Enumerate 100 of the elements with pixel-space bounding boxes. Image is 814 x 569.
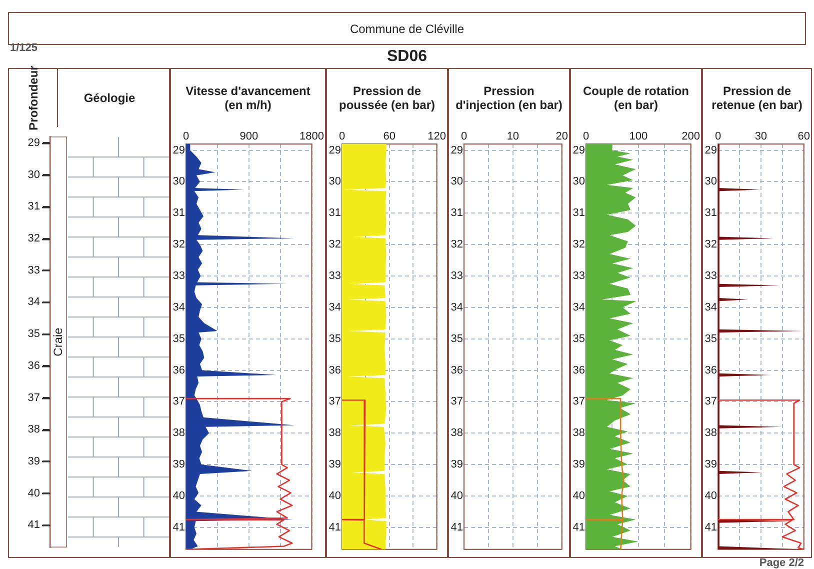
x-tick-label: 30 [754, 130, 768, 142]
y-tick-label: 34 [704, 301, 717, 314]
y-tick-label: 35 [572, 332, 585, 345]
y-tick-label: 38 [450, 427, 463, 440]
y-tick-label: 33 [572, 270, 585, 282]
y-tick-label: 34 [328, 301, 341, 314]
y-tick-label: 33 [28, 264, 40, 276]
chart-title: Pression de retenue (en bar) [710, 83, 804, 114]
y-tick-label: 40 [328, 490, 341, 502]
x-tick-label: 0 [182, 130, 190, 142]
y-tick-label: 36 [328, 364, 341, 376]
y-tick-label: 31 [328, 207, 341, 220]
x-tick-label: 120 [428, 130, 446, 142]
y-tick-label: 41 [450, 521, 463, 534]
x-tick-label: 0 [582, 130, 590, 142]
y-tick-label: 29 [172, 144, 185, 156]
y-tick-label: 31 [704, 207, 717, 220]
text: SD06 [386, 48, 428, 65]
y-tick-label: 30 [572, 176, 585, 188]
y-tick-label: 34 [28, 296, 40, 308]
y-tick-label: 32 [28, 232, 40, 245]
y-tick-label: 32 [450, 238, 463, 251]
y-tick-label: 35 [704, 332, 717, 345]
y-tick-label: 31 [450, 207, 463, 220]
y-tick-label: 38 [28, 424, 40, 436]
y-tick-label: 35 [450, 332, 463, 345]
y-tick-label: 35 [172, 332, 185, 345]
y-tick-label: 38 [704, 427, 717, 440]
y-tick-label: 38 [172, 427, 185, 440]
y-tick-label: 32 [704, 238, 717, 251]
y-tick-label: 37 [28, 392, 40, 404]
y-tick-label: 32 [172, 238, 185, 251]
chart-title: Couple de rotation (en bar) [582, 83, 690, 114]
y-tick-label: 29 [28, 137, 40, 149]
x-tick-label: 60 [383, 130, 396, 142]
y-tick-label: 38 [572, 427, 585, 440]
y-tick-label: 34 [450, 301, 463, 314]
y-tick-label: 36 [450, 364, 463, 376]
y-tick-label: 29 [704, 144, 717, 156]
x-tick-label: 100 [629, 130, 648, 142]
y-tick-label: 40 [704, 490, 717, 502]
y-tick-label: 30 [450, 176, 463, 188]
y-tick-label: 31 [172, 207, 185, 220]
y-tick-label: 36 [704, 364, 717, 376]
x-tick-label: 1800 [300, 130, 324, 142]
y-tick-label: 37 [704, 396, 717, 408]
y-tick-label: 41 [328, 521, 341, 534]
y-tick-label: 40 [172, 490, 185, 502]
y-tick-label: 30 [28, 168, 40, 181]
y-tick-label: 29 [328, 144, 341, 156]
y-tick-label: 34 [172, 301, 185, 314]
y-tick-label: 40 [28, 487, 40, 500]
y-tick-label: 37 [328, 396, 341, 408]
y-tick-label: 29 [450, 144, 463, 156]
y-tick-label: 39 [328, 458, 341, 471]
x-tick-label: 20 [556, 130, 568, 142]
y-tick-label: 30 [328, 176, 341, 188]
y-tick-label: 31 [28, 200, 40, 213]
y-tick-label: 36 [172, 364, 185, 376]
y-tick-label: 36 [572, 364, 585, 376]
y-tick-label: 39 [450, 458, 463, 471]
x-tick-label: 900 [240, 130, 258, 142]
y-tick-label: 41 [704, 521, 717, 534]
y-tick-label: 39 [704, 458, 717, 471]
text: Page 2/2 [759, 557, 804, 569]
y-tick-label: 41 [572, 521, 585, 534]
text: 1/125 [10, 42, 38, 54]
x-tick-label: 0 [338, 130, 346, 142]
x-tick-label: 0 [460, 130, 468, 142]
y-tick-label: 32 [572, 238, 585, 251]
y-tick-label: 39 [572, 458, 585, 471]
chart-title: Vitesse d'avancement (en m/h) [184, 83, 312, 114]
y-tick-label: 37 [172, 396, 185, 408]
y-tick-label: 36 [28, 360, 40, 372]
y-tick-label: 35 [28, 328, 40, 340]
x-tick-label: 200 [682, 130, 700, 142]
y-tick-label: 37 [450, 396, 463, 408]
y-tick-label: 41 [28, 519, 40, 532]
y-tick-label: 37 [572, 396, 585, 408]
y-tick-label: 33 [704, 270, 717, 282]
y-tick-label: 38 [328, 427, 341, 440]
x-tick-label: 10 [506, 130, 520, 142]
y-tick-label: 40 [572, 490, 585, 502]
y-tick-label: 31 [572, 207, 585, 220]
x-tick-label: 0 [714, 130, 722, 142]
y-tick-label: 41 [172, 521, 185, 534]
y-tick-label: 39 [172, 458, 185, 471]
y-tick-label: 30 [704, 176, 717, 188]
y-tick-label: 33 [450, 270, 463, 282]
chart-title: Pression de poussée (en bar) [338, 83, 436, 114]
y-tick-label: 33 [328, 270, 341, 282]
y-tick-label: 30 [172, 176, 185, 188]
y-tick-label: 35 [328, 332, 341, 345]
y-tick-label: 29 [572, 144, 585, 156]
text: Commune de Cléville [350, 22, 464, 36]
x-tick-label: 60 [798, 130, 810, 142]
y-tick-label: 34 [572, 301, 585, 314]
y-axis-title: Profondeur [26, 66, 40, 130]
y-tick-label: 32 [328, 238, 341, 251]
y-tick-label: 33 [172, 270, 185, 282]
